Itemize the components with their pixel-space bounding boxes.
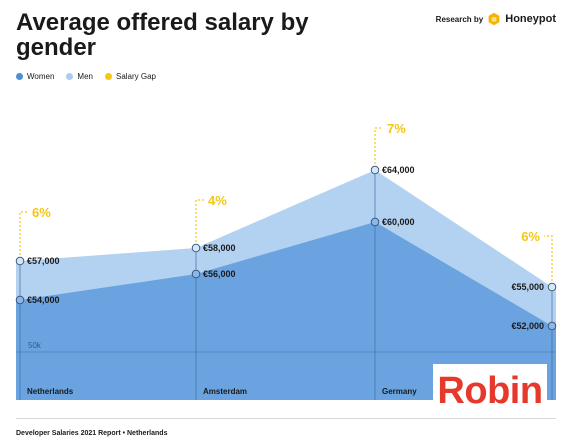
salary-gap-bracket <box>374 127 383 164</box>
chart-legend: Women Men Salary Gap <box>16 72 156 81</box>
men-value-label: €64,000 <box>382 165 415 175</box>
men-point <box>547 282 557 292</box>
gridline-label: 50k <box>28 341 42 350</box>
women-point <box>370 217 380 227</box>
legend-label-women: Women <box>27 72 55 81</box>
robin-watermark: Robin <box>433 364 547 418</box>
legend-item-men: Men <box>66 72 93 81</box>
salary-gap-bracket <box>544 235 553 281</box>
research-credit: Research by Honeypot <box>436 12 556 26</box>
women-area <box>16 222 556 400</box>
area-chart: 50k 6% 4% 7% 6% €57,000 €54,000 €58,000 €56,000 €… <box>15 121 557 400</box>
category-label: Germany <box>382 387 417 396</box>
legend-label-salary-gap: Salary Gap <box>115 72 157 81</box>
men-value-label: €55,000 <box>511 282 544 292</box>
women-point <box>547 321 557 331</box>
robin-watermark-text: Robin <box>437 369 543 412</box>
women-value-label: €56,000 <box>203 269 236 279</box>
women-value-label: €54,000 <box>27 295 60 305</box>
women-point <box>191 269 201 279</box>
salary-gap-label: 6% <box>521 229 540 244</box>
women-value-label: €60,000 <box>382 217 415 227</box>
men-point <box>15 256 25 266</box>
women-point <box>15 295 25 305</box>
legend-swatch-men <box>66 73 74 80</box>
research-label: Research by <box>435 14 484 24</box>
legend-item-women: Women <box>16 72 54 81</box>
category-label: Netherlands <box>27 387 74 396</box>
salary-gap-bracket <box>195 199 204 242</box>
men-value-label: €58,000 <box>203 243 236 253</box>
legend-label-men: Men <box>77 72 93 81</box>
salary-gap-label: 6% <box>32 205 51 220</box>
honeypot-brand-name: Honeypot <box>505 13 556 25</box>
salary-gap-label: 7% <box>387 121 406 136</box>
honeypot-logo-icon <box>488 12 500 26</box>
footer-divider <box>16 418 556 419</box>
chart-title: Average offered salary by gender <box>16 9 309 61</box>
category-label: Amsterdam <box>203 387 247 396</box>
salary-gap-bracket <box>19 211 28 255</box>
footer-caption: Developer Salaries 2021 Report • Netherl… <box>16 430 168 437</box>
legend-swatch-women <box>16 73 23 80</box>
legend-item-salary-gap: Salary Gap <box>104 72 157 81</box>
men-value-label: €57,000 <box>27 256 60 266</box>
salary-gap-label: 4% <box>208 193 227 208</box>
legend-swatch-salary-gap <box>104 73 112 80</box>
men-point <box>370 165 380 175</box>
women-value-label: €52,000 <box>511 321 544 331</box>
men-point <box>191 243 201 253</box>
